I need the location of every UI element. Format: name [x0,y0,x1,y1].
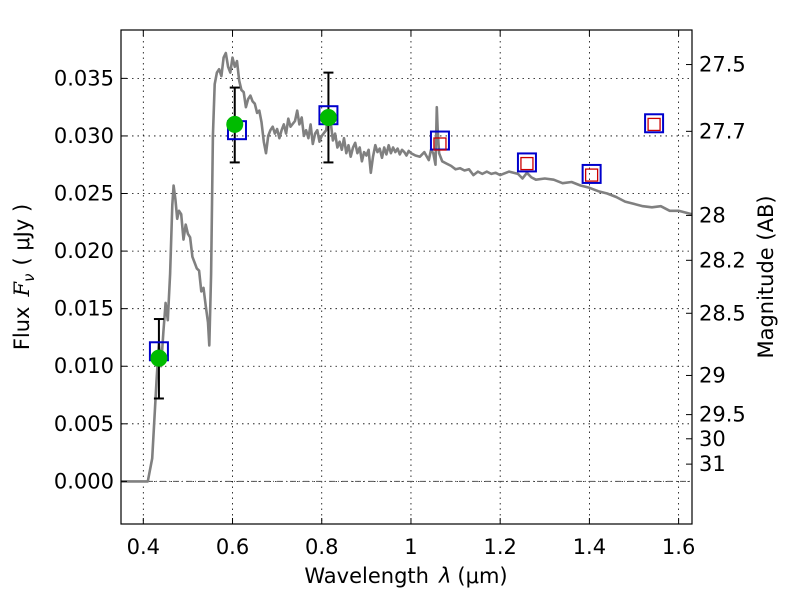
detection-point [150,349,168,367]
y-tick-label: 0.010 [54,354,114,378]
x-tick-label: 0.4 [127,535,160,559]
upper-limit-square [647,117,661,132]
y2-tick-label: 28.5 [699,301,746,325]
y2-tick-label: 29 [699,363,726,387]
y2-tick-label: 30 [699,427,726,451]
y2-axis-title: Magnitude (AB) [754,195,778,358]
y2-tick-label: 31 [699,452,726,476]
detection-point [319,109,337,127]
y-axis-title: FluxFν( μJy ) [10,204,38,350]
y2-tick-label: 28.2 [699,248,746,272]
model-flux-square [644,113,665,134]
upper-limit-square [520,156,534,171]
y-tick-label: 0.030 [54,124,114,148]
upper-limit-square [584,168,599,182]
y2-tick-label: 27.5 [699,53,746,77]
x-tick-label: 1.2 [483,535,516,559]
y-tick-label: 0.000 [54,469,114,493]
y-tick-label: 0.015 [54,297,114,321]
sed-model-curve [121,51,693,483]
x-axis-title: Wavelength λ (μm) [304,564,507,588]
y-tick-label: 0.035 [54,66,114,90]
ticks-layer: 0.4 0.6 0.8 1 1.2 1.4 1.6 0.000 0.005 0.010 0.015 0… [54,30,746,559]
x-tick-label: 0.6 [216,535,249,559]
x-tick-label: 1.6 [662,535,695,559]
y2-tick-label: 27.7 [699,119,746,143]
y2-tick-label: 28 [699,203,726,227]
y-tick-label: 0.005 [54,412,114,436]
y-tick-label: 0.025 [54,182,114,206]
x-tick-label: 1 [404,535,417,559]
x-tick-label: 1.4 [573,535,606,559]
grid [121,30,692,524]
model-flux-square [516,152,537,173]
upper-limit-square [433,137,447,151]
markers-layer [148,71,665,400]
y2-tick-label: 29.5 [699,403,746,427]
x-tick-label: 0.8 [305,535,338,559]
detection-point [226,115,244,133]
plot-frame [120,29,693,525]
sed-curve-layer [121,51,693,483]
model-flux-square [581,163,602,184]
y-tick-label: 0.020 [54,239,114,263]
